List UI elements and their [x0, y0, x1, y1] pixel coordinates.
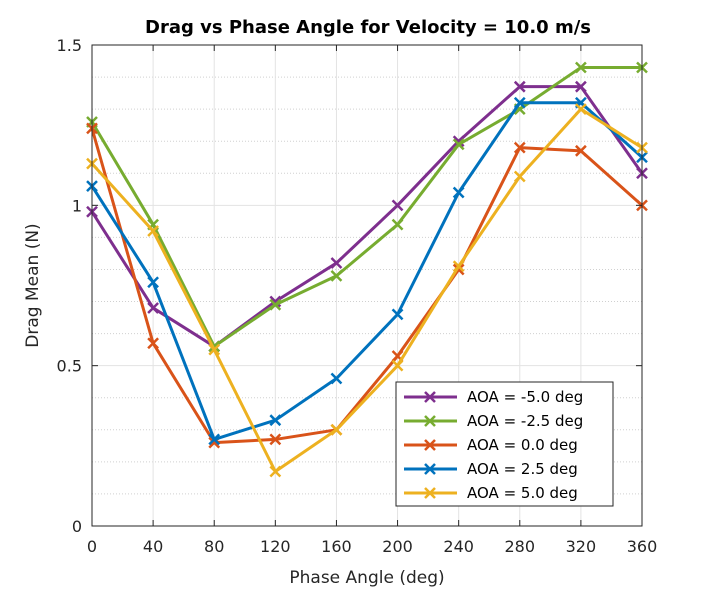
- data-point: [208, 433, 221, 446]
- x-tick-label: 80: [204, 537, 224, 556]
- y-tick-label: 1: [72, 196, 82, 215]
- data-point: [452, 186, 465, 199]
- legend-swatch-marker: [424, 415, 436, 427]
- data-point: [452, 138, 465, 151]
- data-point: [330, 423, 343, 436]
- x-tick-label: 0: [87, 537, 97, 556]
- data-point: [147, 225, 159, 237]
- data-point: [208, 343, 221, 356]
- data-point: [330, 372, 343, 385]
- x-tick-label: 200: [382, 537, 413, 556]
- data-point: [269, 295, 282, 308]
- data-point: [391, 308, 404, 321]
- data-point: [391, 359, 404, 372]
- data-point: [330, 257, 343, 269]
- legend: AOA = -5.0 deg AOA = -2.5 deg AOA = 0.0 de…: [395, 381, 614, 507]
- x-tick-label: 360: [627, 537, 658, 556]
- data-point: [147, 337, 159, 350]
- data-point: [147, 276, 159, 289]
- x-tick-label: 40: [143, 537, 163, 556]
- y-axis-label: Drag Mean (N): [23, 223, 43, 347]
- x-tick-label: 160: [321, 537, 352, 556]
- x-tick-label: 120: [260, 537, 291, 556]
- legend-label: AOA = -5.0 deg: [467, 388, 583, 406]
- data-point: [575, 61, 587, 74]
- data-point: [452, 260, 465, 273]
- data-point: [269, 465, 282, 478]
- legend-swatch-marker: [424, 391, 436, 403]
- data-point: [575, 144, 587, 157]
- chart-title: Drag vs Phase Angle for Velocity = 10.0 …: [145, 17, 591, 38]
- data-point: [269, 433, 282, 446]
- y-tick-label: 0.5: [57, 357, 82, 376]
- legend-label: AOA = 2.5 deg: [467, 460, 578, 478]
- legend-swatch-marker: [424, 463, 436, 475]
- legend-swatch-marker: [424, 439, 436, 451]
- series-line: [90, 65, 642, 348]
- x-tick-label: 240: [443, 537, 474, 556]
- data-point: [391, 199, 404, 212]
- data-point: [147, 302, 159, 314]
- series-line: [90, 107, 643, 473]
- data-point: [513, 96, 526, 109]
- x-tick-label: 320: [566, 537, 597, 556]
- data-point: [330, 269, 343, 282]
- data-point: [513, 170, 526, 183]
- axis-ticks: 0 40 80 120 160 200 240 280 320 360 0 0.5 1 1.5: [57, 36, 658, 556]
- plot-frame: [91, 44, 643, 527]
- data-point: [575, 103, 587, 116]
- legend-label: AOA = 5.0 deg: [467, 484, 578, 502]
- data-point: [513, 80, 526, 93]
- x-axis-label: Phase Angle (deg): [289, 568, 444, 588]
- series-line: [90, 127, 643, 445]
- data-point: [269, 414, 282, 427]
- legend-label: AOA = -2.5 deg: [467, 412, 583, 430]
- series-3: [86, 96, 648, 446]
- data-point: [575, 80, 587, 93]
- data-point: [269, 298, 282, 311]
- data-point: [391, 218, 404, 231]
- data-point: [513, 141, 526, 154]
- y-tick-label: 1.5: [57, 36, 82, 55]
- x-tick-label: 280: [505, 537, 536, 556]
- legend-label: AOA = 0.0 deg: [467, 436, 578, 454]
- series-line: [90, 101, 643, 441]
- legend-swatch-marker: [424, 487, 436, 499]
- data-point: [452, 135, 465, 148]
- y-tick-label: 0: [72, 517, 82, 536]
- series-layer: [86, 61, 648, 478]
